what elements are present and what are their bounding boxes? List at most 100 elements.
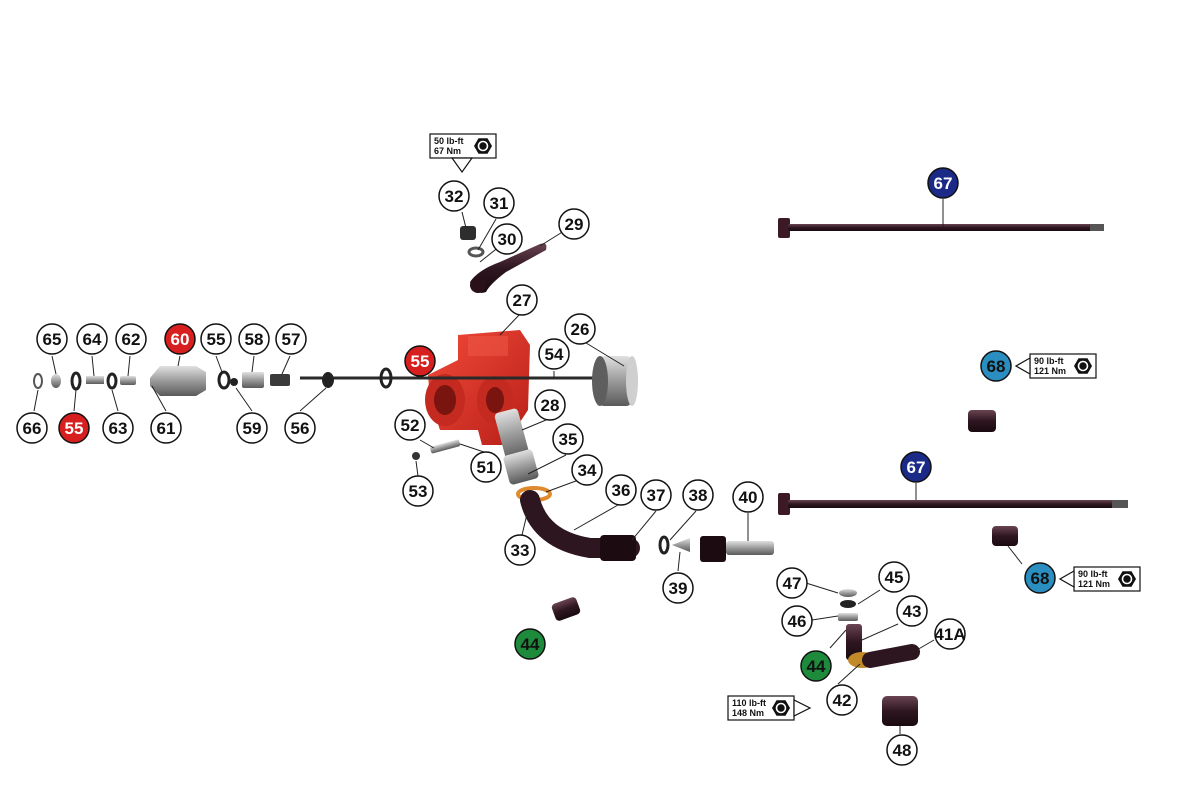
callout-59: 59 [236, 412, 268, 444]
callout-number: 32 [445, 187, 464, 206]
callout-number: 62 [122, 330, 141, 349]
callout-circle [538, 338, 570, 370]
callout-number: 43 [903, 602, 922, 621]
torque-metric: 148 Nm [732, 708, 764, 718]
sector-gear [592, 356, 638, 406]
callout-circle [102, 412, 134, 444]
wrench-icon [1118, 571, 1136, 587]
callout-67: 67 [900, 451, 932, 483]
callout-68: 68 [1024, 562, 1056, 594]
callout-34: 34 [571, 454, 603, 486]
callout-number: 44 [521, 635, 540, 654]
spring-64 [86, 376, 104, 384]
torque-metric: 67 Nm [434, 146, 461, 156]
callout-48: 48 [886, 734, 918, 766]
callout-58: 58 [238, 323, 270, 355]
callout-29: 29 [558, 208, 590, 240]
callout-circle [470, 451, 502, 483]
tie-rod-upper [778, 218, 1104, 238]
torque-pointer [1014, 356, 1031, 376]
nut-68-lower [992, 526, 1018, 546]
callout-number: 38 [689, 486, 708, 505]
callout-number: 61 [157, 419, 176, 438]
callout-circle [878, 561, 910, 593]
callout-61: 61 [150, 412, 182, 444]
part-53 [412, 452, 420, 460]
callout-number: 51 [477, 458, 496, 477]
callout-number: 29 [565, 215, 584, 234]
callout-number: 45 [885, 568, 904, 587]
tie-rod-lower [778, 493, 1128, 515]
callout-62: 62 [115, 323, 147, 355]
fitting-40 [700, 536, 774, 562]
callout-number: 68 [1031, 569, 1050, 588]
ring-63 [106, 372, 118, 390]
torque-imperial: 110 lb-ft [732, 698, 766, 708]
callout-68: 68 [980, 350, 1012, 382]
callout-number: 55 [411, 352, 430, 371]
callout-number: 27 [513, 291, 532, 310]
callout-28: 28 [534, 389, 566, 421]
torque-imperial: 90 lb-ft [1034, 356, 1064, 366]
nut-68-upper [968, 410, 996, 432]
callout-circle [781, 605, 813, 637]
torque-imperial: 50 lb-ft [434, 136, 464, 146]
ferrule-39 [672, 538, 690, 552]
callout-number: 31 [490, 194, 509, 213]
callout-number: 67 [934, 174, 953, 193]
wrench-icon [772, 700, 790, 716]
callout-60: 60 [164, 323, 196, 355]
torque-imperial: 90 lb-ft [1078, 569, 1108, 579]
callout-circle [150, 412, 182, 444]
torque-pointer [1058, 569, 1075, 589]
pitman-arm [470, 243, 547, 293]
callout-circle [826, 684, 858, 716]
callout-circle [927, 167, 959, 199]
callout-circle [640, 479, 672, 511]
callout-46: 46 [781, 605, 813, 637]
callout-circle [896, 595, 928, 627]
callout-32: 32 [438, 180, 470, 212]
washer-47 [839, 589, 857, 597]
callout-44: 44 [800, 650, 832, 682]
callout-circle [900, 451, 932, 483]
callout-number: 56 [291, 419, 310, 438]
callout-number: 55 [65, 419, 84, 438]
callout-number: 66 [23, 419, 42, 438]
callout-circle [404, 345, 436, 377]
callout-47: 47 [776, 567, 808, 599]
banjo-fitting-43 [846, 624, 920, 668]
callout-number: 30 [498, 230, 517, 249]
ring-45 [840, 600, 856, 608]
torque-pointer [793, 699, 812, 717]
fitting-28 [494, 408, 539, 485]
callout-circle [980, 350, 1012, 382]
ring-55-left [70, 371, 82, 391]
callout-circle [394, 409, 426, 441]
callout-number: 65 [43, 330, 62, 349]
callout-44: 44 [514, 628, 546, 660]
callout-circle [36, 323, 68, 355]
callout-number: 37 [647, 486, 666, 505]
callout-circle [886, 734, 918, 766]
valve-body-61 [150, 366, 206, 396]
callout-circle [115, 323, 147, 355]
callout-53: 53 [402, 475, 434, 507]
callout-63: 63 [102, 412, 134, 444]
callout-number: 41A [934, 625, 965, 644]
callout-number: 58 [245, 330, 264, 349]
callout-circle [662, 572, 694, 604]
hose-end-37 [600, 535, 636, 561]
o-ring-55 [379, 367, 393, 389]
part-57 [270, 374, 290, 386]
part-46 [838, 613, 858, 621]
spring-44 [551, 597, 581, 621]
callout-number: 68 [987, 357, 1006, 376]
callout-55: 55 [404, 345, 436, 377]
callout-number: 28 [541, 396, 560, 415]
callout-circle [164, 323, 196, 355]
torque-pointer [450, 157, 474, 174]
